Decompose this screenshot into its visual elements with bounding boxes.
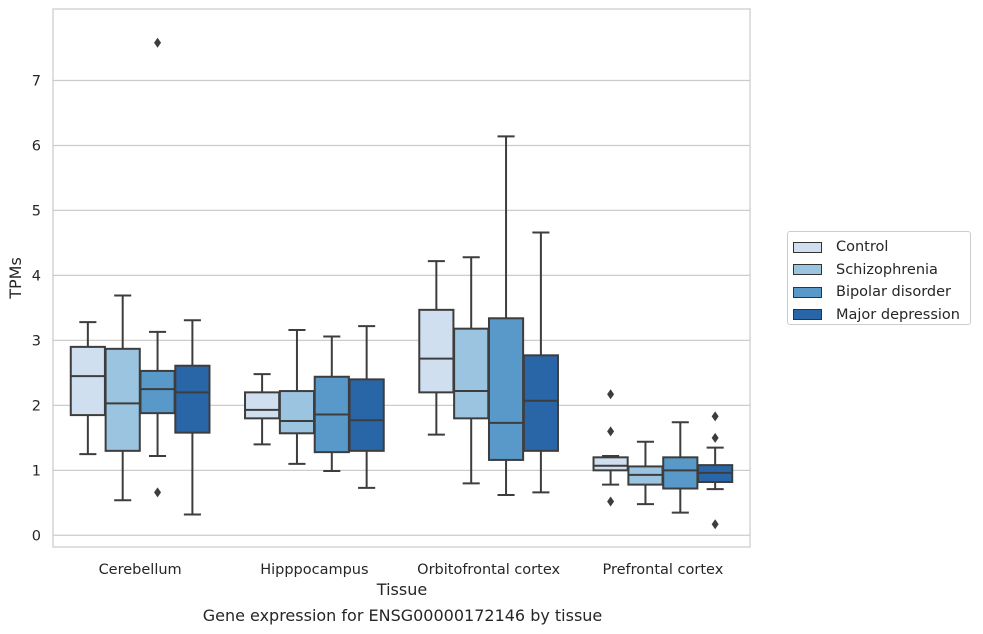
y-tick-label: 7 xyxy=(32,73,41,89)
legend: Control Schizophrenia Bipolar disorder M… xyxy=(787,231,971,325)
outlier-point xyxy=(607,389,615,400)
box-iqr xyxy=(662,456,699,490)
legend-swatch xyxy=(793,286,822,298)
y-tick-label: 0 xyxy=(32,528,41,544)
y-tick-label: 5 xyxy=(32,203,41,219)
y-tick-label: 4 xyxy=(32,268,41,284)
x-tick-label: Hipppocampus xyxy=(260,562,368,578)
x-tick-label: Prefrontal cortex xyxy=(602,562,723,578)
box-iqr xyxy=(453,327,490,420)
box-iqr xyxy=(487,317,525,461)
legend-item-control: Control xyxy=(793,236,970,259)
box-0-1 xyxy=(244,373,281,446)
box-iqr xyxy=(139,369,176,415)
x-tick-label: Orbitofrontal cortex xyxy=(417,562,560,578)
outlier-point xyxy=(711,411,719,422)
legend-swatch xyxy=(793,241,822,253)
y-tick-label: 1 xyxy=(32,463,41,479)
box-iqr xyxy=(174,364,211,434)
box-0-0 xyxy=(69,321,106,456)
box-0-3 xyxy=(592,389,629,507)
box-3-1 xyxy=(348,325,385,489)
box-1-1 xyxy=(278,328,316,465)
legend-label: Bipolar disorder xyxy=(836,284,951,301)
legend-item-bipolar: Bipolar disorder xyxy=(793,281,970,304)
box-3-0 xyxy=(174,319,211,516)
box-3-3 xyxy=(697,411,734,530)
outlier-point xyxy=(711,519,719,530)
y-tick-labels: 0 1 2 3 4 5 6 7 xyxy=(32,73,41,544)
box-1-3 xyxy=(627,440,664,506)
outlier-point xyxy=(607,426,615,437)
y-tick-label: 2 xyxy=(32,398,41,414)
box-iqr xyxy=(522,354,559,452)
box-2-3 xyxy=(662,421,699,514)
legend-item-depression: Major depression xyxy=(793,304,970,327)
box-1-2 xyxy=(453,256,490,485)
box-series xyxy=(69,37,734,530)
y-tick-label: 3 xyxy=(32,333,41,349)
box-iqr xyxy=(104,347,141,452)
legend-label: Schizophrenia xyxy=(836,261,938,278)
outlier-point xyxy=(154,37,162,48)
box-iqr xyxy=(69,345,106,417)
legend-item-schizophrenia: Schizophrenia xyxy=(793,259,970,282)
box-iqr xyxy=(418,308,455,394)
box-0-2 xyxy=(418,260,455,436)
figure-caption: Gene expression for ENSG00000172146 by t… xyxy=(202,606,603,625)
box-2-2 xyxy=(487,135,525,497)
box-1-0 xyxy=(104,294,141,502)
box-2-1 xyxy=(313,335,350,472)
box-iqr xyxy=(592,456,629,472)
legend-label: Control xyxy=(836,239,889,256)
legend-swatch xyxy=(793,309,822,321)
box-iqr xyxy=(244,391,281,420)
box-iqr xyxy=(278,390,316,435)
plot-frame xyxy=(52,8,751,548)
box-3-2 xyxy=(522,231,559,494)
y-axis-label: TPMs xyxy=(6,257,25,300)
x-tick-labels: Cerebellum Hipppocampus Orbitofrontal cort… xyxy=(99,562,724,578)
outlier-point xyxy=(607,496,615,507)
box-iqr xyxy=(348,378,385,452)
x-axis-label: Tissue xyxy=(376,580,427,599)
outlier-point xyxy=(711,432,719,443)
y-tick-label: 6 xyxy=(32,138,41,154)
x-tick-label: Cerebellum xyxy=(99,562,182,578)
legend-swatch xyxy=(793,264,822,276)
box-2-0 xyxy=(139,37,176,498)
legend-label: Major depression xyxy=(836,306,960,323)
outlier-point xyxy=(154,487,162,498)
